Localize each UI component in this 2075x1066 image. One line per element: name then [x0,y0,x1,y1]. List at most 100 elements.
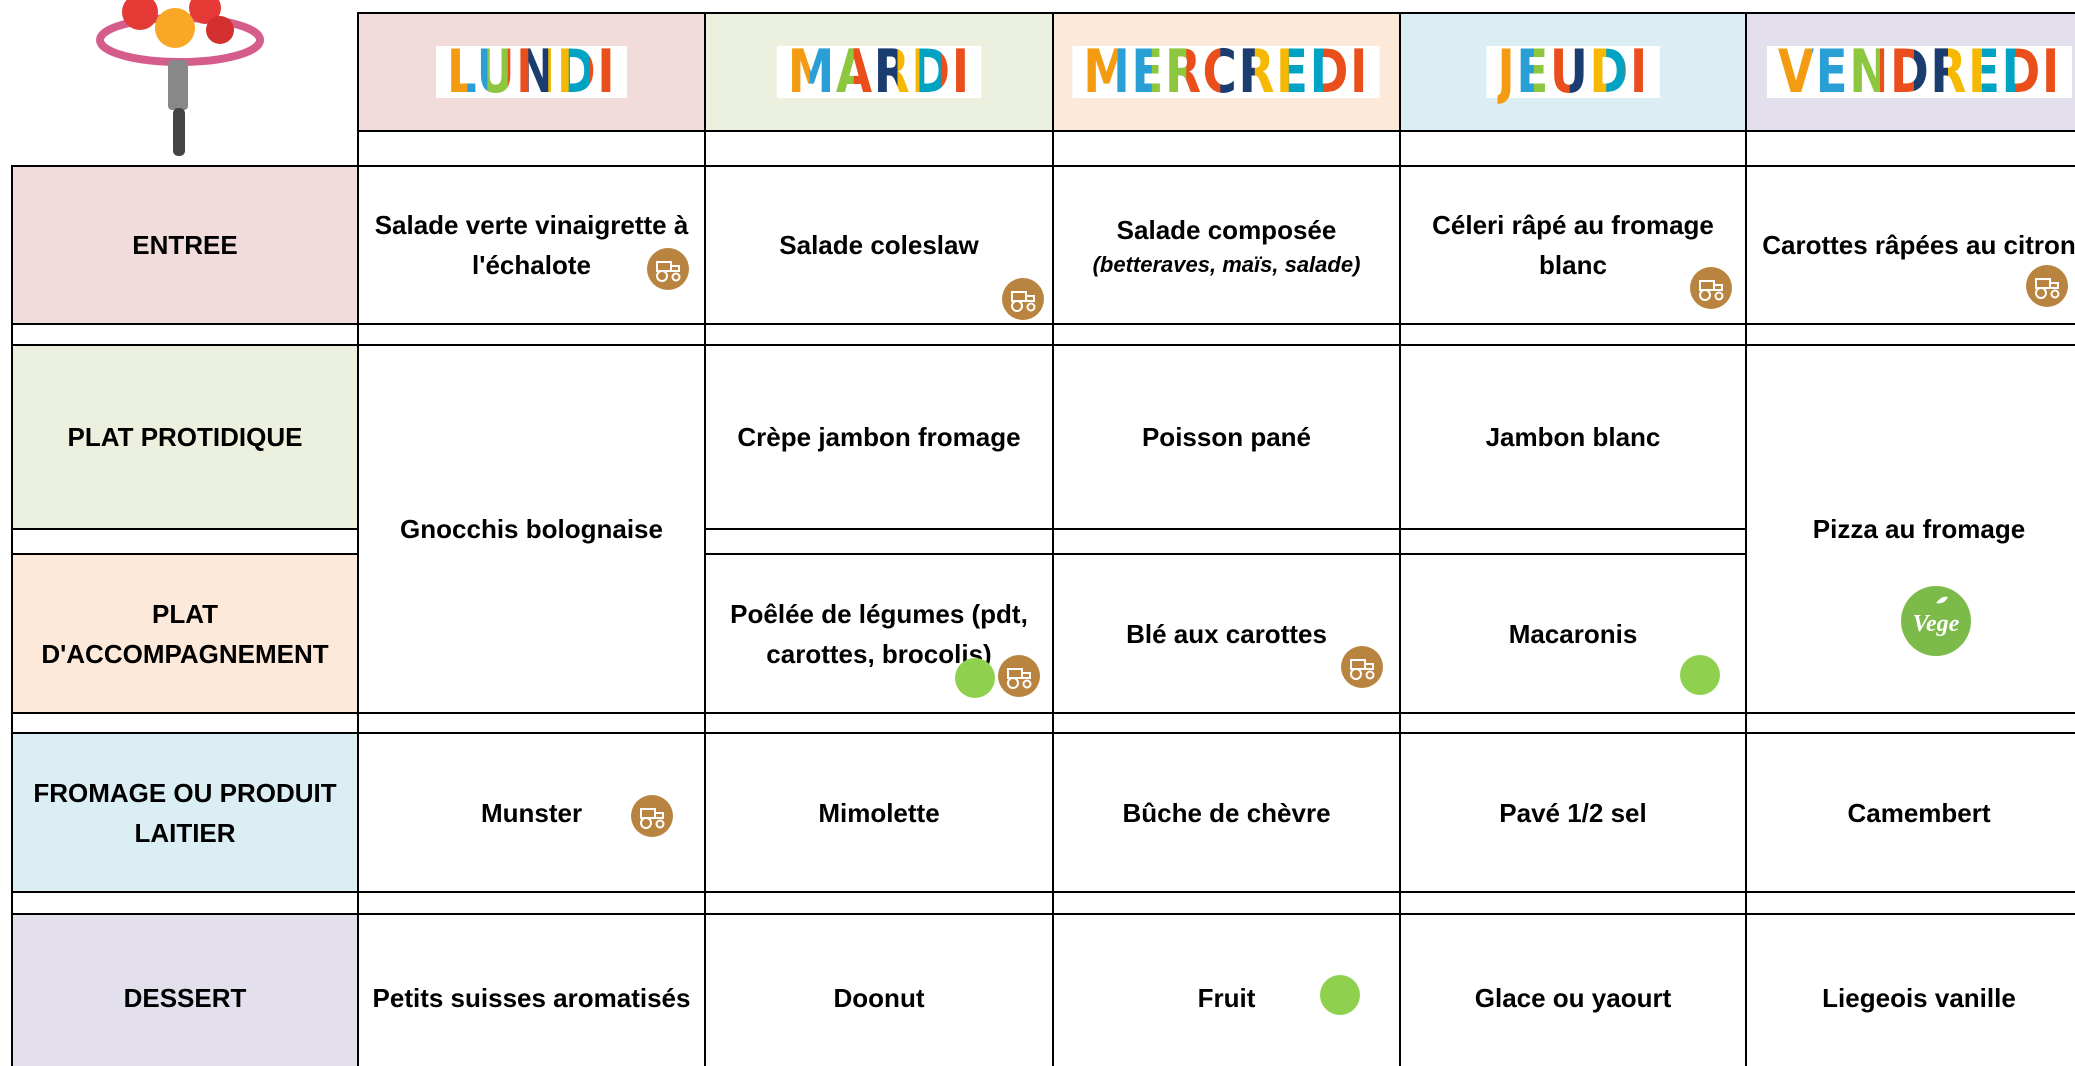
menu-cell: Gnocchis bolognaise [357,344,706,714]
vege-icon: Vege [1901,586,1971,656]
spacer-cell [704,891,1054,915]
dish: Camembert [1847,797,1991,828]
row-label-text: DESSERT [123,982,247,1013]
day-header: MARDI [704,12,1054,132]
spacer-cell [1052,712,1401,734]
spacer-cell [1745,712,2075,734]
dish: Bûche de chèvre [1122,797,1331,828]
tractor-icon [2026,265,2068,307]
tractor-icon [631,795,673,837]
spacer-cell [357,323,706,346]
dish: Pizza au fromage [1812,514,2026,544]
dish: Glace ou yaourt [1474,982,1672,1013]
spacer-cell [1745,130,2075,167]
spacer-cell [1399,528,1747,555]
day-title: MERCREDI [1072,42,1381,102]
dish: Macaronis [1508,618,1638,649]
row-label-text: PLAT PROTIDIQUE [67,422,303,452]
spacer-cell [1052,130,1401,167]
menu-cell: Mimolette [704,732,1054,893]
dish-note: (betteraves, maïs, salade) [1092,252,1361,277]
row-label-text: PLAT D'ACCOMPAGNEMENT [41,598,329,669]
day-title: VENDREDI [1766,42,2072,102]
row-label-text: FROMAGE OU PRODUIT LAITIER [33,777,337,848]
dot-icon [955,658,995,698]
spacer-cell [11,323,359,346]
dish: Munster [480,797,583,828]
spacer-cell [1052,528,1401,555]
row-label: ENTREE [11,165,359,325]
day-header: VENDREDI [1745,12,2075,132]
dish: Crèpe jambon fromage [737,422,1021,452]
menu-cell: Camembert [1745,732,2075,893]
menu-cell: Céleri râpé au fromage blanc [1399,165,1747,325]
day-name: LUNDI [446,37,617,107]
tractor-icon [1690,267,1732,309]
spacer-cell [1399,130,1747,167]
menu-cell: Pizza au fromage [1745,344,2075,714]
dish: Blé aux carottes [1126,618,1327,649]
day-name: JEUDI [1497,37,1649,107]
day-title: LUNDI [435,42,628,102]
spacer-cell [704,528,1054,555]
row-label: DESSERT [11,913,359,1066]
day-name: MERCREDI [1083,37,1370,107]
dish: Salade coleslaw [779,230,979,260]
menu-cell: Carottes râpées au citron [1745,165,2075,325]
row-label-text: ENTREE [132,230,238,260]
dish: Salade verte vinaigrette à l'échalote [374,210,689,280]
tractor-icon [1341,646,1383,688]
row-label: PLAT PROTIDIQUE [11,344,359,530]
day-header: MERCREDI [1052,12,1401,132]
dish: Mimolette [818,797,940,828]
spacer-cell [1052,891,1401,915]
menu-cell: Glace ou yaourt [1399,913,1747,1066]
menu-cell: Salade verte vinaigrette à l'échalote [357,165,706,325]
dish: Poêlée de légumes (pdt, carottes, brocol… [730,598,1028,669]
menu-cell: Pavé 1/2 sel [1399,732,1747,893]
menu-cell: Poisson pané [1052,344,1401,530]
spacer-cell [1399,891,1747,915]
spacer-cell [1399,712,1747,734]
day-header: LUNDI [357,12,706,132]
dish: Doonut [833,982,925,1013]
row-label: FROMAGE OU PRODUIT LAITIER [11,732,359,893]
menu-cell: Doonut [704,913,1054,1066]
menu-cell: Petits suisses aromatisés [357,913,706,1066]
spacer-cell [357,130,706,167]
spacer-cell [1399,323,1747,346]
spacer-cell [1052,323,1401,346]
spacer-cell [704,130,1054,167]
spacer-cell [1745,323,2075,346]
dish: Céleri râpé au fromage blanc [1432,210,1714,280]
menu-cell: Salade coleslaw [704,165,1054,325]
spacer-cell [357,891,706,915]
spacer-cell [704,712,1054,734]
menu-cell: Macaronis [1399,553,1747,714]
dish: Carottes râpées au citron [1762,230,2075,260]
dish: Gnocchis bolognaise [400,514,663,544]
dish: Liegeois vanille [1822,982,2016,1013]
row-label: PLAT D'ACCOMPAGNEMENT [11,553,359,714]
dish: Fruit [1197,982,1256,1013]
dish: Poisson pané [1141,422,1312,452]
tractor-icon [998,655,1040,697]
menu-cell: Liegeois vanille [1745,913,2075,1066]
spacer-cell [704,323,1054,346]
spacer-cell [357,712,706,734]
menu-cell: Jambon blanc [1399,344,1747,530]
dish: Jambon blanc [1485,422,1661,452]
dish: Salade composée [1116,215,1337,245]
dot-icon [1680,655,1720,695]
spacer-cell [11,891,359,915]
spacer-cell [11,712,359,734]
logo [96,0,264,156]
spacer-cell [11,528,359,555]
spacer-cell [1745,891,2075,915]
dot-icon [1320,975,1360,1015]
day-title: JEUDI [1486,42,1660,102]
day-title: MARDI [776,42,982,102]
menu-cell: Salade composée (betteraves, maïs, salade… [1052,165,1401,325]
day-name: MARDI [787,37,971,107]
